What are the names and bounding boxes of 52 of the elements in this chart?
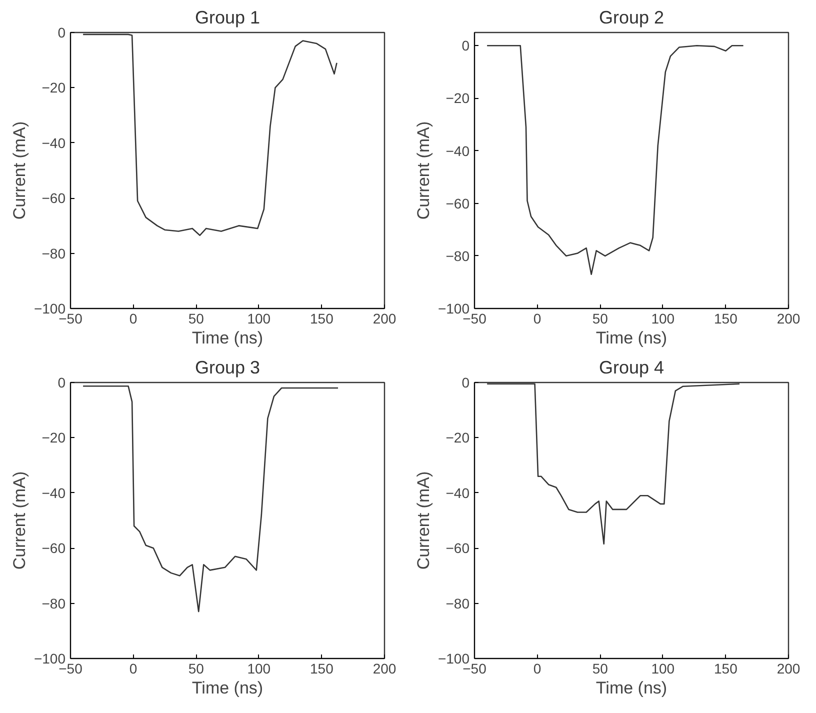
x-tick-label: 0 (533, 310, 542, 326)
y-tick-label: −80 (446, 595, 470, 612)
x-axis-title: Time (ns) (596, 328, 668, 348)
x-axis-title: Time (ns) (192, 678, 264, 698)
y-axis-title: Current (mA) (414, 471, 433, 570)
y-tick-label: −20 (446, 90, 470, 106)
x-tick-label: 50 (592, 310, 608, 326)
y-tick-label: 0 (58, 374, 66, 390)
chart-title: Group 3 (194, 358, 260, 378)
x-tick-label: 200 (372, 660, 396, 676)
y-tick-label: −60 (446, 540, 470, 556)
y-tick-label: −20 (42, 430, 66, 446)
y-axis-title: Current (mA) (10, 121, 29, 220)
y-axis-title: Current (mA) (414, 121, 433, 220)
x-tick-label: 100 (247, 310, 271, 326)
y-axis-title: Current (mA) (10, 471, 29, 570)
x-tick-label: 0 (129, 310, 138, 326)
x-tick-label: 100 (651, 660, 675, 676)
y-tick-label: 0 (58, 24, 66, 40)
chart-title: Group 2 (598, 8, 664, 28)
y-tick-label: −60 (446, 195, 470, 212)
y-tick-label: −40 (446, 142, 470, 159)
x-tick-label: 50 (592, 660, 608, 676)
chart-title: Group 1 (194, 8, 260, 28)
y-tick-label: −80 (446, 248, 470, 264)
x-tick-label: 200 (372, 310, 396, 326)
y-tick-label: −40 (42, 484, 66, 501)
chart-title: Group 4 (598, 358, 664, 378)
y-tick-label: 0 (462, 374, 470, 390)
y-tick-label: −80 (42, 595, 66, 612)
y-tick-label: −20 (446, 430, 470, 446)
y-tick-label: 0 (462, 38, 470, 54)
x-tick-label: 200 (776, 310, 800, 326)
x-tick-label: 50 (188, 660, 204, 676)
x-tick-label: 100 (651, 310, 675, 326)
x-tick-label: 100 (247, 660, 271, 676)
x-axis-title: Time (ns) (596, 678, 668, 698)
x-tick-label: 150 (310, 660, 334, 676)
y-tick-label: −20 (42, 80, 66, 96)
x-axis-title: Time (ns) (192, 328, 264, 348)
x-tick-label: 50 (188, 310, 204, 326)
x-tick-label: 150 (310, 310, 334, 326)
x-tick-label: 0 (533, 660, 542, 676)
x-tick-label: 0 (129, 660, 138, 676)
y-tick-label: −40 (446, 484, 470, 501)
x-tick-label: 150 (714, 660, 738, 676)
y-tick-label: −60 (42, 540, 66, 556)
y-tick-label: −60 (42, 190, 66, 206)
y-tick-label: −40 (42, 134, 66, 151)
x-tick-label: 200 (776, 660, 800, 676)
x-tick-label: 150 (714, 310, 738, 326)
y-tick-label: −80 (42, 245, 66, 262)
